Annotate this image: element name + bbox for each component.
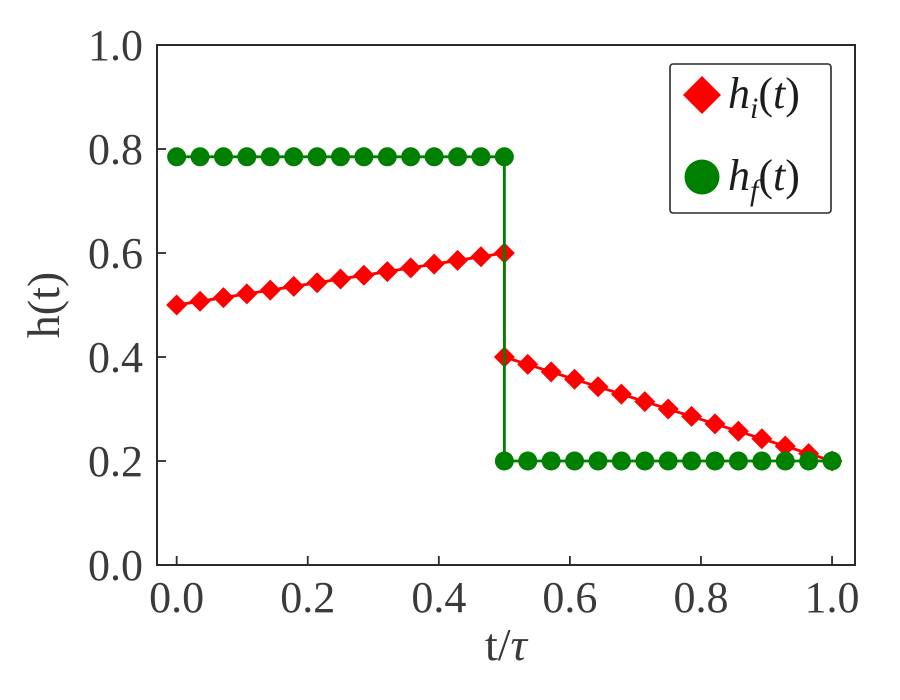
diamond-marker xyxy=(306,272,328,294)
x-tick-label: 0.0 xyxy=(149,573,204,622)
x-tick-label: 1.0 xyxy=(805,573,860,622)
y-tick-label: 1.0 xyxy=(88,21,143,70)
circle-marker xyxy=(799,451,819,471)
series-h_ft-markers xyxy=(167,147,842,471)
circle-marker xyxy=(284,147,304,167)
x-tick-label: 0.2 xyxy=(280,573,335,622)
x-tick-label: 0.6 xyxy=(542,573,597,622)
y-tick-label: 0.6 xyxy=(88,229,143,278)
y-tick-label: 0.8 xyxy=(88,125,143,174)
diamond-marker xyxy=(564,368,586,390)
circle-marker xyxy=(494,147,514,167)
x-tick-label: 0.4 xyxy=(411,573,466,622)
circle-marker xyxy=(518,451,538,471)
diamond-marker xyxy=(189,290,211,312)
circle-marker xyxy=(237,147,257,167)
circle-marker xyxy=(611,451,631,471)
legend-entry-label: hi(t) xyxy=(728,69,800,125)
plot-border xyxy=(156,44,856,566)
diamond-marker xyxy=(470,246,492,268)
legend-entry-h_i: hi(t) xyxy=(683,69,800,125)
x-tick-label: 0.8 xyxy=(673,573,728,622)
diamond-marker xyxy=(727,420,749,442)
diamond-marker xyxy=(517,353,539,375)
circle-marker xyxy=(377,147,397,167)
diamond-marker xyxy=(587,376,609,398)
circle-marker xyxy=(752,451,772,471)
diamond-marker xyxy=(376,261,398,283)
diamond-marker xyxy=(236,283,258,305)
diamond-marker xyxy=(283,275,305,297)
diamond-marker xyxy=(540,361,562,383)
series-h_it-markers xyxy=(166,242,843,472)
tau-symbol: τ xyxy=(510,619,528,670)
circle-marker xyxy=(658,451,678,471)
circle-marker xyxy=(167,147,187,167)
diamond-marker xyxy=(634,391,656,413)
circle-marker xyxy=(565,451,585,471)
circle-marker xyxy=(682,451,702,471)
circle-marker xyxy=(448,147,468,167)
circle-marker xyxy=(775,451,795,471)
circle-marker xyxy=(213,147,233,167)
diamond-marker xyxy=(259,279,281,301)
circle-marker xyxy=(354,147,374,167)
circle-marker xyxy=(728,451,748,471)
circle-marker xyxy=(424,147,444,167)
diamond-marker xyxy=(657,398,679,420)
circle-marker xyxy=(260,147,280,167)
diamond-marker xyxy=(681,405,703,427)
circle-marker xyxy=(705,451,725,471)
y-tick-label: 0.0 xyxy=(88,541,143,590)
diamond-marker xyxy=(400,257,422,279)
diamond-marker xyxy=(166,294,188,316)
circle-marker xyxy=(401,147,421,167)
circle-marker xyxy=(190,147,210,167)
diamond-marker xyxy=(447,249,469,271)
legend-box-group: hi(t) hf(t) xyxy=(669,63,832,214)
circle-marker xyxy=(588,451,608,471)
y-tick-label: 0.4 xyxy=(88,333,143,382)
diamond-marker xyxy=(774,435,796,457)
diamond-marker xyxy=(330,268,352,290)
legend-diamond-marker xyxy=(683,76,721,114)
legend-circle-marker xyxy=(684,159,720,195)
legend-entry-label: hf(t) xyxy=(728,151,800,207)
diamond-marker xyxy=(704,413,726,435)
circle-marker xyxy=(471,147,491,167)
circle-marker xyxy=(307,147,327,167)
circle-marker xyxy=(541,451,561,471)
circle-marker xyxy=(635,451,655,471)
diamond-marker xyxy=(353,264,375,286)
circle-marker xyxy=(822,451,842,471)
diamond-marker xyxy=(610,383,632,405)
y-axis-label: h(t) xyxy=(18,271,69,339)
diamond-marker xyxy=(423,253,445,275)
x-axis-label: t/τ xyxy=(484,619,528,670)
circle-marker xyxy=(494,451,514,471)
legend-entry-h_f: hf(t) xyxy=(684,151,800,207)
y-tick-label: 0.2 xyxy=(88,437,143,486)
diamond-marker xyxy=(212,287,234,309)
diamond-marker xyxy=(751,428,773,450)
circle-marker xyxy=(331,147,351,167)
